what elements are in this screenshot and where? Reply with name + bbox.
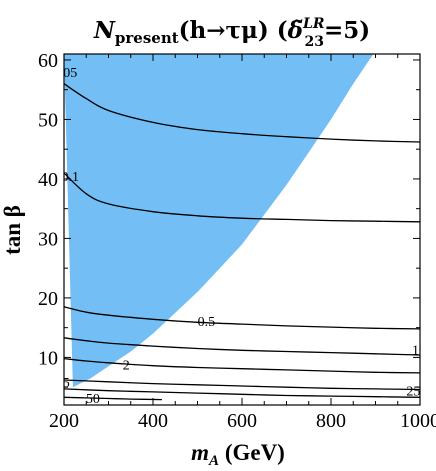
chart-title: Npresent(h→τμ) (δ̃LR 23=5) [93, 16, 370, 50]
contour-line-0-1 [64, 172, 420, 223]
y-tick-label-40: 40 [38, 169, 58, 191]
y-tick-label-20: 20 [38, 288, 58, 310]
contour-label-2: 2 [123, 359, 130, 374]
contour-label-50: 50 [86, 392, 100, 407]
contour-label-0-1: 0.1 [61, 170, 79, 185]
y-tick-label-50: 50 [38, 109, 58, 131]
title-tail: =5) [324, 17, 370, 44]
x-tick-label-400: 400 [138, 410, 168, 432]
contour-line-2 [64, 357, 420, 374]
x-tick-label-800: 800 [316, 410, 346, 432]
title-delta-sup: LR [302, 16, 324, 32]
contour-line-0-5 [64, 306, 420, 330]
contour-line-25 [64, 388, 420, 398]
x-axis-label-sub: A [208, 453, 219, 469]
contour-label-1: 1 [412, 344, 419, 359]
x-tick-label-600: 600 [227, 410, 257, 432]
contour-label-25: 25 [406, 385, 420, 400]
contour-line-5 [64, 379, 420, 391]
contour-line-1 [64, 337, 420, 356]
y-axis-label: tan β [0, 205, 25, 255]
contour-line-0-05 [64, 83, 420, 143]
title-delta-sub: 23 [304, 34, 323, 50]
title-sub: present [115, 29, 179, 47]
contour-label-0-5: 0.5 [198, 315, 216, 330]
x-tick-label-200: 200 [49, 410, 79, 432]
x-axis-label-m: m [191, 440, 209, 465]
y-tick-label-60: 60 [38, 50, 58, 72]
title-process: (h→τμ) ( [179, 17, 288, 44]
contour-label-05: 05 [63, 66, 77, 81]
y-tick-label-30: 30 [38, 228, 58, 250]
title-delta: δ̃ [287, 17, 303, 44]
x-tick-label-1000: 1000 [400, 410, 436, 432]
y-tick-label-10: 10 [38, 347, 58, 369]
contour-label-5: 5 [63, 376, 70, 391]
title-n: N [93, 17, 116, 44]
contour-line-50 [64, 396, 162, 401]
x-axis-label-rest: (GeV) [219, 440, 285, 465]
x-axis-label: mA (GeV) [191, 440, 285, 469]
